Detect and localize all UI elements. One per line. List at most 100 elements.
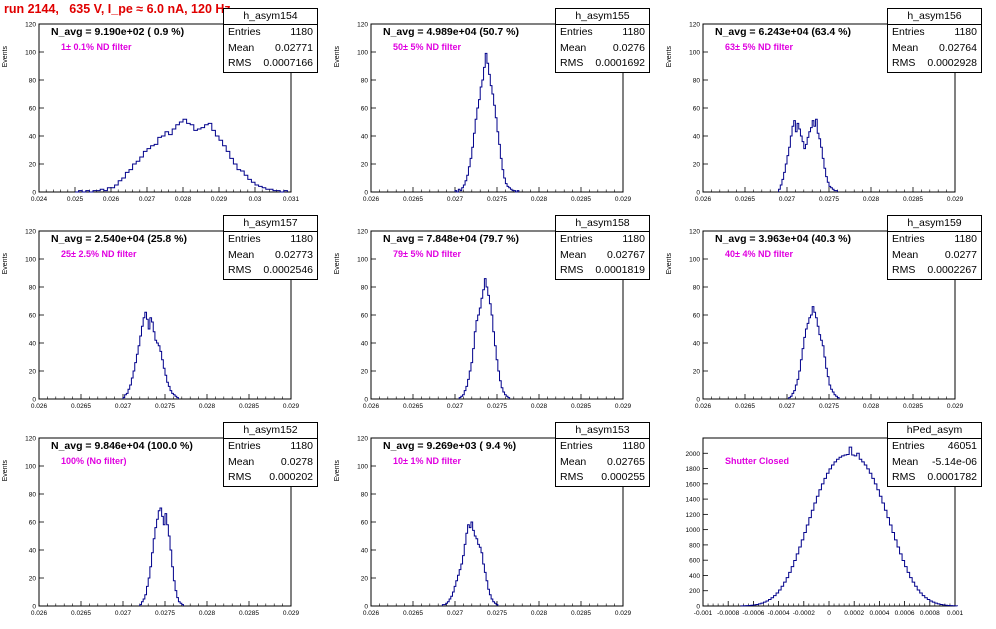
y-tick-label: 600 — [689, 558, 700, 565]
navg-label: N_avg = 9.846e+04 (100.0 %) — [51, 440, 193, 452]
histogram-plot: 0.026 0.0265 0.027 0.0275 0.028 0.0285 0.029 0 2… — [334, 229, 632, 411]
stats-mean-row: Mean 0.02771 — [224, 41, 317, 57]
stats-entries-value: 1180 — [622, 440, 645, 452]
x-tick-label: 0.029 — [947, 196, 964, 203]
stats-entries-row: Entries 1180 — [888, 25, 981, 41]
histogram-series-h_asym159 — [788, 306, 840, 399]
stats-rms-row: RMS 0.0001819 — [556, 263, 649, 279]
stats-entries-row: Entries 1180 — [224, 439, 317, 455]
stats-rms-value: 0.0002928 — [927, 57, 977, 69]
histogram-series-h_asym158 — [458, 278, 511, 399]
stats-box: h_asym159 Entries 1180 Mean 0.0277 RMS 0.00022… — [887, 215, 982, 280]
x-tick-label: 0.026 — [31, 610, 48, 617]
y-tick-label: 120 — [25, 22, 36, 29]
stats-mean-value: 0.02767 — [607, 248, 645, 261]
x-tick-label: 0.024 — [31, 196, 48, 203]
stats-entries-label: Entries — [560, 440, 593, 452]
x-tick-label: 0.028 — [531, 196, 548, 203]
x-tick-label: 0.0265 — [71, 403, 91, 410]
x-tick-label: -0.0004 — [768, 610, 790, 617]
histogram-plot: 0.026 0.0265 0.027 0.0275 0.028 0.0285 0.029 0 2… — [666, 22, 964, 204]
x-tick-label: 0.029 — [615, 403, 632, 410]
navg-label: N_avg = 2.540e+04 (25.8 %) — [51, 233, 188, 245]
stats-entries-label: Entries — [560, 233, 593, 245]
x-tick-label: 0.0275 — [487, 610, 507, 617]
stats-entries-value: 1180 — [954, 233, 977, 245]
stats-rms-label: RMS — [560, 471, 584, 483]
stats-box: h_asym156 Entries 1180 Mean 0.02764 RMS 0.0002… — [887, 8, 982, 73]
histogram-name: hPed_asym — [888, 423, 981, 439]
x-tick-label: 0.0004 — [869, 610, 889, 617]
histogram-name: h_asym158 — [556, 216, 649, 232]
y-tick-label: 80 — [29, 492, 37, 499]
y-tick-label: 80 — [693, 285, 701, 292]
histogram-plot: -0.001 -0.0008 -0.0006 -0.0004 -0.0002 0 0.000… — [686, 437, 964, 617]
x-tick-label: 0.029 — [615, 610, 632, 617]
y-tick-label: 0 — [32, 190, 36, 197]
histogram-name: h_asym153 — [556, 423, 649, 439]
stats-box: h_asym153 Entries 1180 Mean 0.02765 RMS 0.0002… — [555, 422, 650, 487]
x-tick-label: 0.028 — [199, 403, 216, 410]
y-tick-label: 0 — [364, 397, 368, 404]
y-tick-label: 40 — [29, 548, 37, 555]
y-axis-label: Events — [2, 253, 9, 275]
stats-rms-label: RMS — [892, 471, 916, 483]
y-tick-label: 200 — [689, 588, 700, 595]
x-tick-label: 0.028 — [531, 610, 548, 617]
histogram-panel-hPed_asym: -0.001 -0.0008 -0.0006 -0.0004 -0.0002 0 0.000… — [664, 422, 996, 629]
x-tick-label: 0.027 — [447, 196, 464, 203]
y-axis-label: Events — [666, 46, 673, 68]
x-tick-label: 0.029 — [283, 403, 300, 410]
y-tick-label: 60 — [361, 106, 369, 113]
x-tick-label: 0.0265 — [735, 403, 755, 410]
y-tick-label: 80 — [361, 285, 369, 292]
x-tick-label: 0.0275 — [155, 403, 175, 410]
stats-rms-row: RMS 0.0001692 — [556, 56, 649, 72]
y-tick-label: 1000 — [686, 527, 701, 534]
x-tick-label: 0 — [827, 610, 831, 617]
stats-rms-value: 0.0007166 — [263, 57, 313, 69]
x-tick-label: 0.0265 — [71, 610, 91, 617]
x-tick-label: 0.027 — [779, 196, 796, 203]
stats-entries-value: 1180 — [290, 26, 313, 38]
x-tick-label: 0.028 — [175, 196, 192, 203]
x-tick-label: -0.001 — [694, 610, 713, 617]
y-tick-label: 120 — [357, 229, 368, 236]
y-tick-label: 100 — [25, 257, 36, 264]
histogram-panel-h_asym152: 0.026 0.0265 0.027 0.0275 0.028 0.0285 0.029 0 2… — [0, 422, 332, 629]
histogram-series-h_asym155 — [454, 52, 520, 193]
y-tick-label: 1600 — [686, 481, 701, 488]
filter-note: 10± 1% ND filter — [393, 456, 461, 466]
y-tick-label: 40 — [29, 134, 37, 141]
stats-entries-value: 1180 — [290, 440, 313, 452]
y-tick-label: 40 — [361, 548, 369, 555]
stats-entries-value: 1180 — [954, 26, 977, 38]
y-tick-label: 120 — [689, 22, 700, 29]
stats-mean-value: 0.02764 — [939, 41, 977, 54]
stats-entries-row: Entries 1180 — [556, 232, 649, 248]
stats-entries-value: 1180 — [290, 233, 313, 245]
x-tick-label: 0.028 — [531, 403, 548, 410]
stats-entries-row: Entries 1180 — [556, 439, 649, 455]
x-tick-label: 0.0285 — [903, 196, 923, 203]
stats-mean-label: Mean — [560, 455, 587, 468]
y-tick-label: 40 — [361, 134, 369, 141]
stats-entries-row: Entries 1180 — [556, 25, 649, 41]
histogram-series-h_asym154 — [75, 118, 288, 193]
stats-rms-value: 0.0002267 — [927, 264, 977, 276]
y-tick-label: 60 — [29, 313, 37, 320]
histogram-series-h_asym153 — [441, 521, 499, 606]
y-tick-label: 0 — [696, 397, 700, 404]
stats-mean-row: Mean 0.02764 — [888, 41, 981, 57]
histogram-panel-h_asym155: 0.026 0.0265 0.027 0.0275 0.028 0.0285 0.029 0 2… — [332, 8, 664, 215]
stats-mean-value: -5.14e-06 — [932, 455, 977, 468]
stats-mean-value: 0.02773 — [275, 248, 313, 261]
y-axis-label: Events — [2, 460, 9, 482]
filter-note: 50± 5% ND filter — [393, 42, 461, 52]
stats-rms-value: 0.000255 — [601, 471, 645, 483]
y-tick-label: 20 — [693, 369, 701, 376]
navg-label: N_avg = 6.243e+04 (63.4 %) — [715, 26, 852, 38]
y-tick-label: 400 — [689, 573, 700, 580]
filter-note: 63± 5% ND filter — [725, 42, 793, 52]
y-axis-label: Events — [666, 253, 673, 275]
